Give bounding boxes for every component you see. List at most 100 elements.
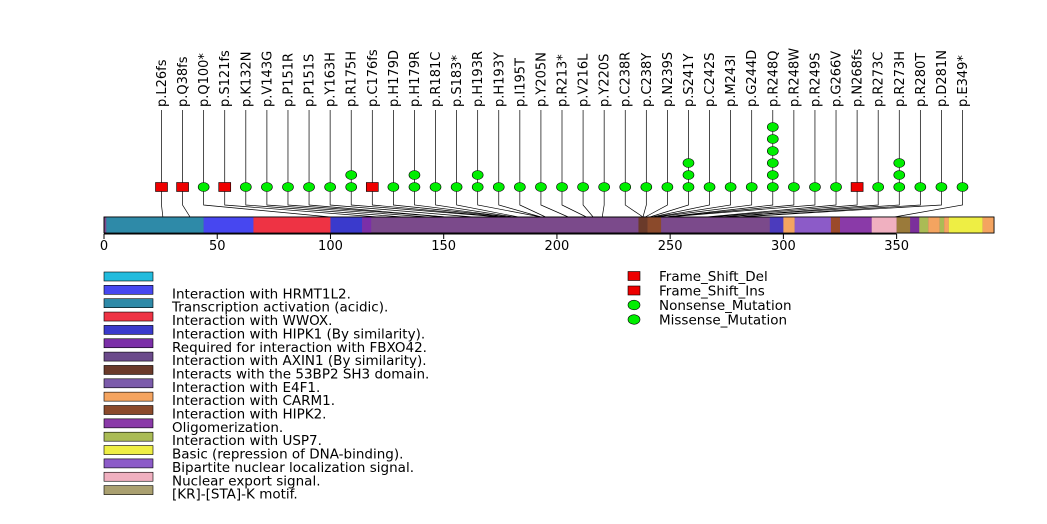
legend-label: Basic (repression of DNA-binding). xyxy=(172,447,403,463)
domain-block xyxy=(783,217,795,233)
mutation-label: p.R273C xyxy=(872,52,887,107)
mutation-stem xyxy=(642,110,647,218)
legend-label: Interaction with HIPK2. xyxy=(172,407,326,423)
legend-label: Interaction with CARM1. xyxy=(172,393,335,409)
domain-block xyxy=(928,217,940,233)
legend-label: Nuclear export signal. xyxy=(172,473,321,489)
mutation-stem xyxy=(393,110,510,218)
mutation-label: p.Y220S xyxy=(598,54,613,107)
mutation-stem xyxy=(894,110,963,218)
mutation-stem xyxy=(266,110,428,218)
mutation-stem xyxy=(287,110,446,218)
mutation-marker-circle xyxy=(830,182,842,192)
x-tick-label: 250 xyxy=(658,239,683,254)
legend-label: Frame_Shift_Del xyxy=(659,269,768,285)
mutation-marker-circle xyxy=(682,182,695,192)
legend-label: Interacts with the 53BP2 SH3 domain. xyxy=(172,366,429,382)
mutation-marker-circle xyxy=(809,182,821,192)
mutation-marker-circle xyxy=(471,182,484,192)
mutation-stem xyxy=(654,110,731,218)
mutation-stem xyxy=(224,110,379,218)
legend-swatch xyxy=(103,431,154,442)
mutation-label: p.R213* xyxy=(556,54,571,107)
legend-swatch xyxy=(103,325,154,335)
mutation-marker-circle xyxy=(387,182,400,192)
mutation-label-layer: p.L26fs p.Q38fs p.Q100* p.S121fs p.K132N p.V1… xyxy=(155,48,971,107)
mutation-label: p.R248W xyxy=(787,48,802,107)
mutation-label: p.K132N xyxy=(239,52,254,107)
mutation-label: p.V143G xyxy=(260,51,275,107)
mutation-stem xyxy=(738,110,921,218)
mutation-stem xyxy=(624,110,644,218)
legend-label: Interaction with HRMT1L2. xyxy=(172,286,351,302)
mutation-label: p.M243I xyxy=(724,55,739,107)
mutation-marker-circle xyxy=(766,134,779,144)
mutation-label: p.D281N xyxy=(935,50,950,107)
mutation-label: p.R280T xyxy=(914,53,929,107)
domain-block xyxy=(939,217,945,233)
mutation-stem xyxy=(651,110,710,218)
legend-label: Interaction with WWOX. xyxy=(172,313,332,329)
mutation-marker-circle xyxy=(661,182,674,192)
mutation-marker-circle xyxy=(240,182,252,192)
mutation-marker-circle xyxy=(640,182,653,192)
mutation-marker-circle xyxy=(324,182,336,192)
legend-swatch xyxy=(103,458,154,469)
mutation-marker-circle xyxy=(893,170,906,180)
mutation-stem xyxy=(519,110,546,218)
mutation-label: p.S241Y xyxy=(682,54,697,107)
mutation-stem xyxy=(722,110,879,218)
mutation-marker-circle xyxy=(766,182,779,192)
mutation-label: p.R273H xyxy=(893,51,908,107)
domain-block xyxy=(362,217,372,233)
mutation-marker-circle xyxy=(197,182,210,192)
mutation-stem xyxy=(667,110,816,218)
mutation-stem xyxy=(645,110,668,218)
mutation-marker-circle xyxy=(914,182,927,192)
legend-swatch xyxy=(103,471,154,482)
mutation-marker-circle xyxy=(429,182,442,192)
legend-label: Required for interaction with FBXO42. xyxy=(172,340,427,356)
legend-marker-square xyxy=(627,271,641,281)
mutation-marker-circle xyxy=(282,182,294,192)
mutation-marker-circle xyxy=(788,182,800,192)
mutation-marker-circle xyxy=(766,158,779,168)
legend-marker-circle xyxy=(627,299,641,311)
domain-block xyxy=(106,217,204,233)
mutation-marker-square xyxy=(218,182,232,192)
mutation-label: p.R175H xyxy=(345,51,360,107)
mutation-stem xyxy=(710,110,858,218)
mutation-stem xyxy=(456,110,519,218)
legend-label: Interaction with USP7. xyxy=(172,433,322,449)
domain-legend: Interaction with HRMT1L2.Transcription a… xyxy=(103,271,429,503)
legend-swatch xyxy=(103,351,154,362)
mutation-label: p.Y163H xyxy=(324,52,339,107)
mutation-marker-circle xyxy=(577,182,589,192)
stem-layer xyxy=(161,110,963,218)
mutation-label: p.Q100* xyxy=(197,53,212,107)
mutation-stem xyxy=(706,110,837,218)
mutation-marker-circle xyxy=(598,182,610,192)
domain-block xyxy=(840,217,872,233)
domain-block xyxy=(830,217,841,233)
mutation-label: p.G244D xyxy=(745,50,760,107)
mutation-marker-circle xyxy=(514,182,526,192)
mutation-label: p.V216L xyxy=(577,53,592,107)
domain-block xyxy=(203,217,254,233)
legend-label: Interaction with HIPK1 (By similarity). xyxy=(172,326,425,342)
mutation-label: p.H179D xyxy=(387,50,402,107)
mutation-marker-circle xyxy=(619,182,632,192)
mutation-marker-circle xyxy=(471,170,484,180)
mutation-stem xyxy=(477,110,542,218)
x-tick-label: 0 xyxy=(100,239,108,254)
legend-label: [KR]-[STA]-K motif. xyxy=(172,487,298,503)
mutation-label: p.H193R xyxy=(471,51,486,107)
legend-swatch xyxy=(103,378,154,389)
mutation-marker-circle xyxy=(556,182,568,192)
domain-block xyxy=(982,217,994,233)
mutation-label: p.H179R xyxy=(408,51,423,107)
mutation-marker-square xyxy=(850,182,864,192)
x-tick-label: 50 xyxy=(209,239,226,254)
mutation-label: p.Y205N xyxy=(534,52,549,107)
